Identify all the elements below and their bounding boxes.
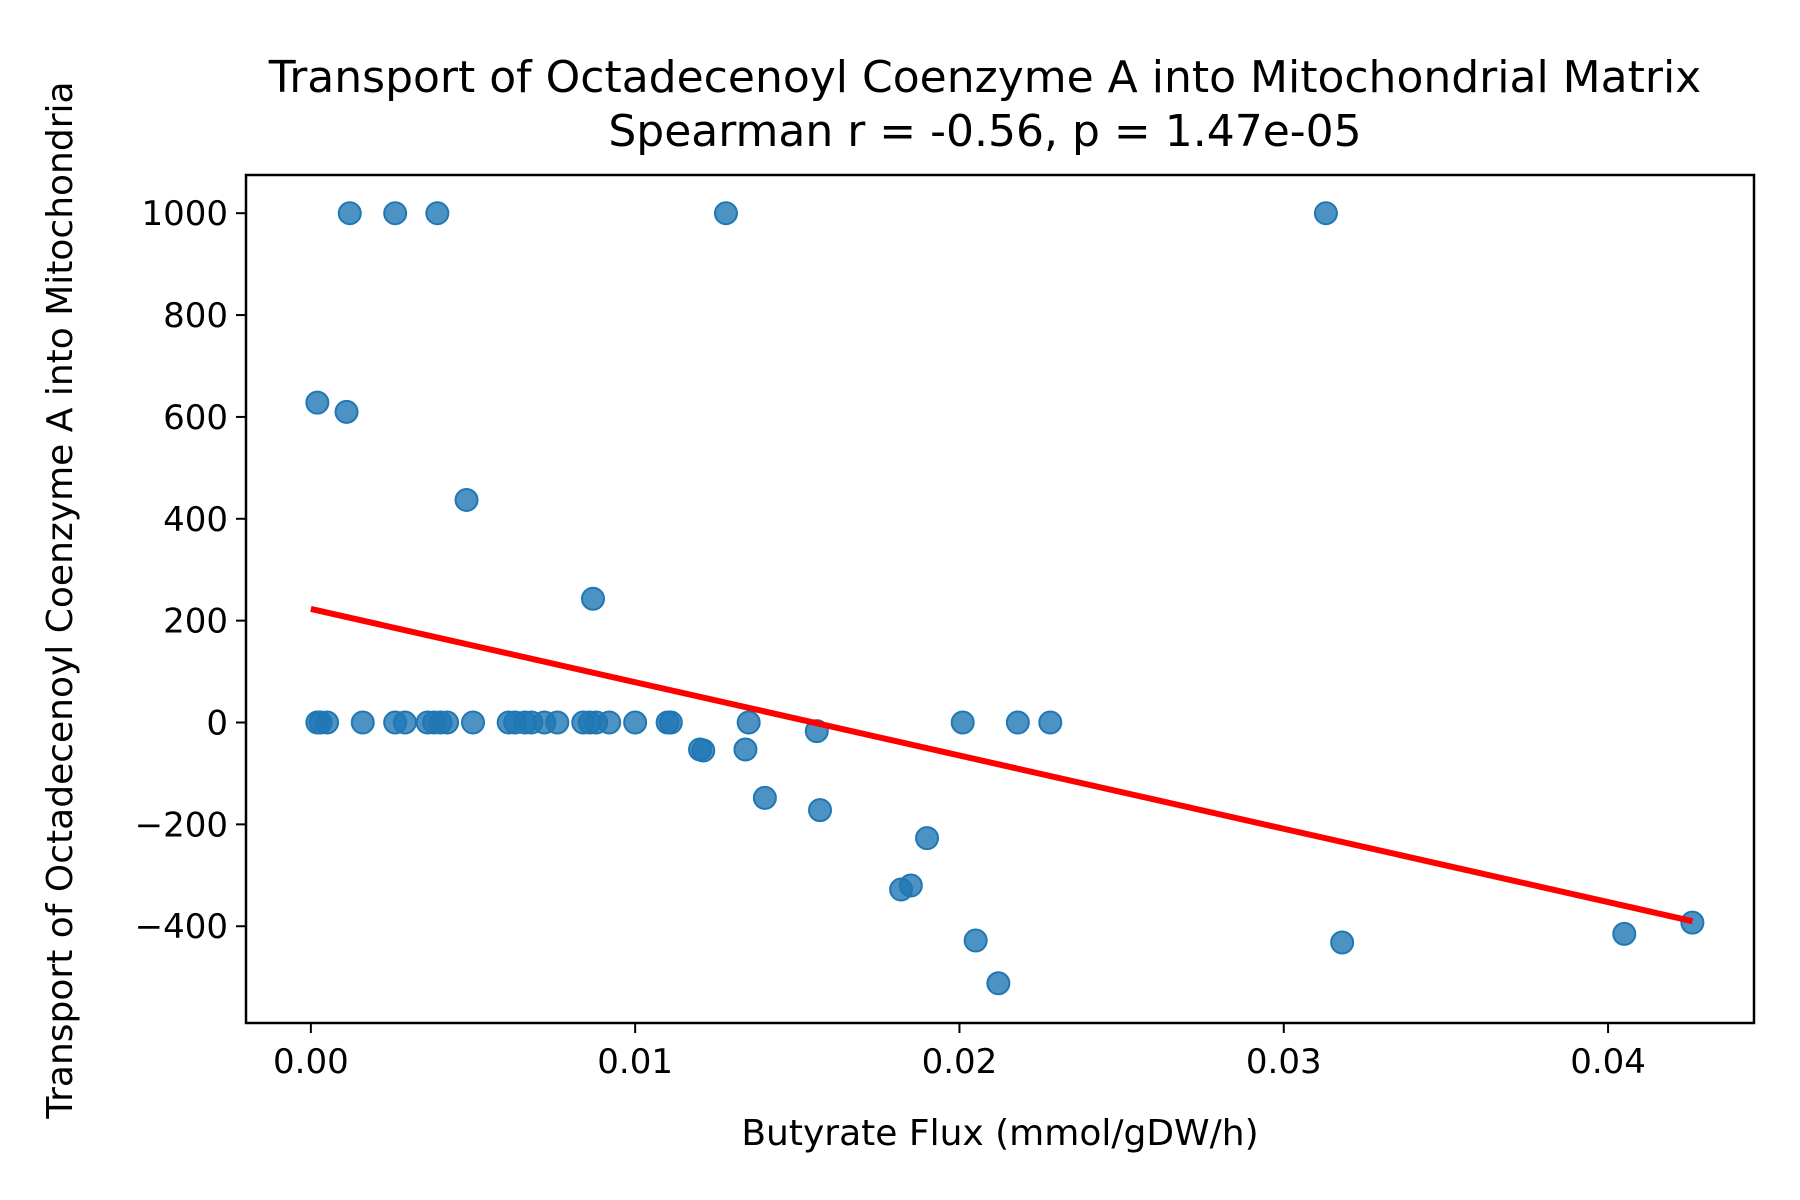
x-tick-label: 0.01: [597, 1042, 673, 1082]
data-point: [915, 826, 940, 851]
data-point: [691, 738, 716, 763]
data-point: [461, 710, 486, 735]
x-axis-label: Butyrate Flux (mmol/gDW/h): [741, 1113, 1258, 1154]
plot-area-frame: [244, 173, 1756, 1025]
data-point: [435, 710, 460, 735]
x-tick-label: 0.02: [922, 1042, 998, 1082]
data-point: [337, 201, 362, 226]
data-point: [1330, 930, 1355, 955]
data-point: [950, 710, 975, 735]
data-point: [1038, 710, 1063, 735]
data-point: [305, 390, 330, 415]
y-tick-label: 400: [163, 500, 228, 540]
data-point: [454, 487, 479, 512]
data-point: [736, 710, 761, 735]
data-point: [986, 971, 1011, 996]
data-point: [350, 710, 375, 735]
data-point: [1612, 921, 1637, 946]
y-axis: −400 −200 0 200 400 600 800 1000: [135, 194, 246, 947]
y-tick-label: 600: [163, 398, 228, 438]
data-point: [1313, 201, 1338, 226]
x-axis: 0.00 0.01 0.02 0.03 0.04: [273, 1023, 1646, 1082]
data-point: [1680, 910, 1705, 935]
y-tick-label: 800: [163, 296, 228, 336]
y-tick-label: −400: [135, 907, 228, 947]
y-tick-label: 0: [206, 704, 228, 744]
data-point: [898, 873, 923, 898]
scatter-points: [305, 201, 1705, 996]
data-point: [315, 710, 340, 735]
data-point: [713, 201, 738, 226]
data-point: [383, 201, 408, 226]
data-point: [392, 710, 417, 735]
data-point: [733, 737, 758, 762]
chart-title: Transport of Octadecenoyl Coenzyme A int…: [268, 52, 1701, 103]
data-point: [808, 798, 833, 823]
data-point: [597, 710, 622, 735]
y-tick-label: −200: [135, 805, 228, 845]
data-point: [334, 399, 359, 424]
data-point: [545, 710, 570, 735]
x-tick-label: 0.03: [1246, 1042, 1322, 1082]
data-point: [425, 201, 450, 226]
data-point: [658, 710, 683, 735]
y-tick-label: 200: [163, 602, 228, 642]
x-tick-label: 0.00: [273, 1042, 349, 1082]
data-point: [963, 928, 988, 953]
data-point: [581, 586, 606, 611]
data-point: [623, 710, 648, 735]
data-point: [1005, 710, 1030, 735]
y-tick-label: 1000: [141, 194, 228, 234]
chart-subtitle: Spearman r = -0.56, p = 1.47e-05: [608, 106, 1361, 157]
trend-line: [310, 606, 1694, 925]
y-axis-label: Transport of Octadecenoyl Coenzyme A int…: [40, 81, 81, 1119]
data-point: [752, 785, 777, 810]
x-tick-label: 0.04: [1570, 1042, 1646, 1082]
